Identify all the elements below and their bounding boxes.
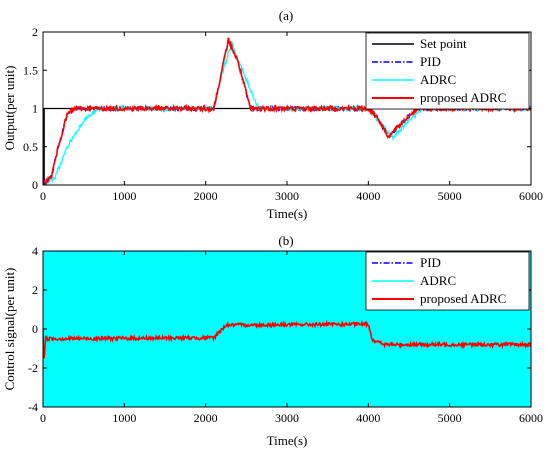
x-tick-label: 2000 xyxy=(194,411,218,425)
legend-label: PID xyxy=(420,255,441,270)
x-tick-label: 6000 xyxy=(519,189,543,203)
x-tick-label: 3000 xyxy=(275,411,299,425)
y-tick-label: 1 xyxy=(32,102,38,116)
legend-label: proposed ADRC xyxy=(420,291,506,306)
x-tick-label: 4000 xyxy=(356,189,380,203)
legend-b: PID ADRC proposed ADRC xyxy=(365,251,530,311)
y-axis-label-a: Output(per unit) xyxy=(2,66,17,151)
y-ticks-b: -4 -2 0 2 4 xyxy=(28,244,531,414)
legend-box xyxy=(365,32,530,110)
x-tick-label: 6000 xyxy=(519,411,543,425)
x-tick-label: 3000 xyxy=(275,189,299,203)
y-tick-label: 0 xyxy=(32,178,38,192)
x-axis-label-b: Time(s) xyxy=(267,433,308,448)
x-tick-label: 5000 xyxy=(438,189,462,203)
x-tick-label: 2000 xyxy=(194,189,218,203)
x-tick-label: 1000 xyxy=(112,411,136,425)
x-tick-label: 5000 xyxy=(438,411,462,425)
y-axis-label-b: Control signal(per unit) xyxy=(2,268,17,391)
legend-label: ADRC xyxy=(420,72,456,87)
y-tick-label: 2 xyxy=(32,25,38,39)
legend-label: Set point xyxy=(420,36,467,51)
legend-label: PID xyxy=(420,54,441,69)
y-ticks-a: 0 0.5 1 1.5 2 xyxy=(23,25,531,192)
panel-b: 0 1000 2000 3000 4000 5000 6000 -4 -2 0 2 4 (b) Ti… xyxy=(2,233,543,448)
y-tick-label: -4 xyxy=(28,400,38,414)
y-tick-label: 2 xyxy=(32,283,38,297)
x-tick-label: 4000 xyxy=(356,411,380,425)
legend-label: ADRC xyxy=(420,273,456,288)
y-tick-label: 4 xyxy=(32,244,38,258)
y-tick-label: 0.5 xyxy=(23,140,38,154)
y-tick-label: 1.5 xyxy=(23,63,38,77)
panel-title-a: (a) xyxy=(279,8,293,23)
legend-label: proposed ADRC xyxy=(420,90,506,105)
x-axis-label-a: Time(s) xyxy=(267,206,308,221)
series-proposed-adrc xyxy=(43,37,531,185)
x-ticks-b: 0 1000 2000 3000 4000 5000 6000 xyxy=(40,251,543,425)
series-proposed-adrc xyxy=(43,319,531,359)
y-tick-label: -2 xyxy=(28,361,38,375)
legend-a: Set point PID ADRC proposed ADRC xyxy=(365,32,530,110)
panel-a: 0 1000 2000 3000 4000 5000 6000 00.511.52 (a) … xyxy=(2,8,543,221)
x-tick-label: 1000 xyxy=(112,189,136,203)
x-tick-label: 0 xyxy=(40,411,46,425)
y-tick-label: 0 xyxy=(32,322,38,336)
panel-title-b: (b) xyxy=(278,233,293,248)
x-tick-label: 0 xyxy=(40,189,46,203)
